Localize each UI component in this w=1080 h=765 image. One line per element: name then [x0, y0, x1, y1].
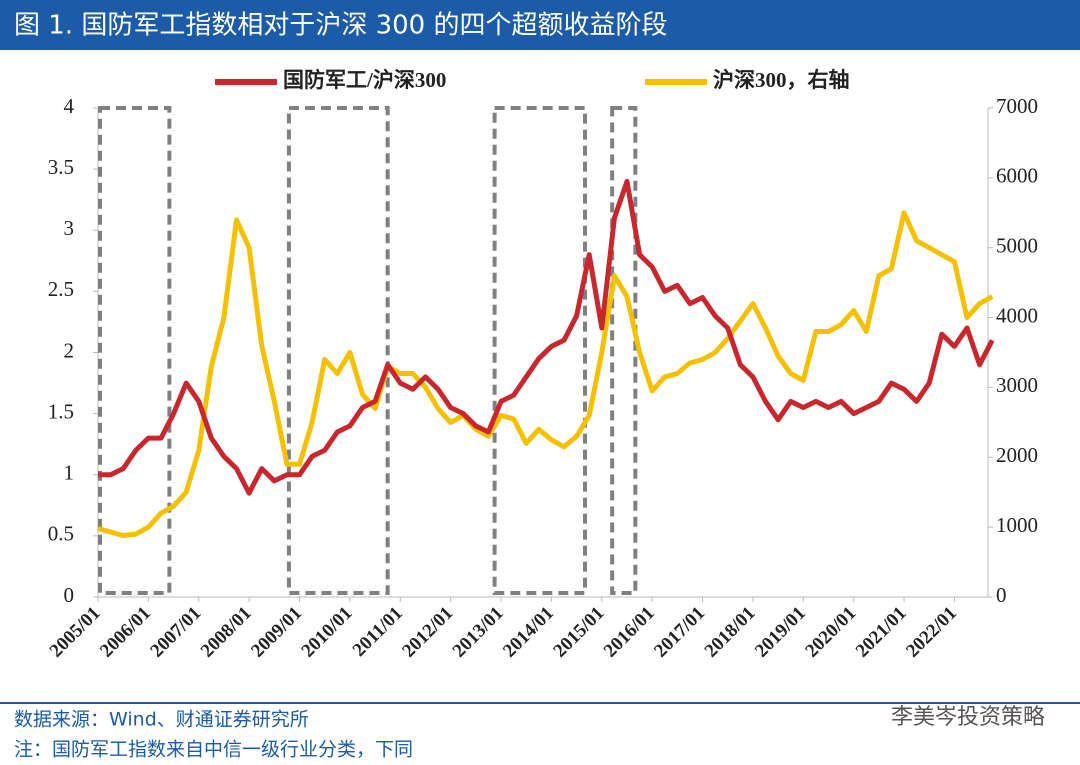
y-tick-label: 2.5 — [48, 277, 74, 301]
y2-tick-label: 5000 — [996, 234, 1038, 258]
x-tick-label: 2020/01 — [801, 603, 860, 662]
x-tick-label: 2012/01 — [398, 603, 457, 662]
y-tick-label: 4 — [64, 94, 75, 118]
y-tick-label: 3 — [64, 216, 75, 240]
highlight-period — [286, 106, 390, 595]
y-tick-label: 1 — [64, 461, 75, 485]
note: 注：国防军工指数来自中信一级行业分类，下同 — [14, 739, 413, 761]
highlight-period — [610, 106, 638, 595]
y-tick-label: 1.5 — [48, 399, 74, 423]
source: 数据来源：Wind、财通证券研究所 — [14, 709, 309, 731]
y2-tick-label: 4000 — [996, 303, 1038, 327]
x-tick-label: 2021/01 — [852, 603, 911, 662]
highlight-period — [492, 106, 587, 595]
legend-label: 沪深300，右轴 — [713, 68, 850, 92]
x-tick-label: 2022/01 — [902, 603, 961, 662]
x-tick-label: 2015/01 — [550, 603, 609, 662]
watermark: 李美岑投资策略 — [891, 705, 1045, 730]
highlight-period — [98, 106, 172, 595]
x-tick-label: 2006/01 — [96, 603, 155, 662]
y2-tick-label: 2000 — [996, 443, 1038, 467]
y2-tick-label: 3000 — [996, 373, 1038, 397]
y2-tick-label: 6000 — [996, 164, 1038, 188]
series-line — [98, 178, 995, 496]
x-tick-label: 2009/01 — [247, 603, 306, 662]
x-tick-label: 2008/01 — [197, 603, 256, 662]
y-tick-label: 2 — [64, 338, 75, 362]
y-tick-label: 0.5 — [48, 522, 74, 546]
y2-tick-label: 0 — [996, 583, 1007, 607]
x-tick-label: 2019/01 — [751, 603, 810, 662]
legend-label: 国防军工/沪深300 — [283, 68, 446, 92]
y2-tick-label: 7000 — [996, 94, 1038, 118]
x-tick-label: 2005/01 — [46, 603, 105, 662]
chart-title: 图 1. 国防军工指数相对于沪深 300 的四个超额收益阶段 — [14, 11, 668, 41]
x-tick-label: 2007/01 — [146, 603, 205, 662]
x-tick-label: 2018/01 — [701, 603, 760, 662]
y-tick-label: 3.5 — [48, 155, 74, 179]
x-tick-label: 2016/01 — [600, 603, 659, 662]
x-tick-label: 2014/01 — [499, 603, 558, 662]
title-bar — [0, 0, 1080, 50]
x-tick-label: 2013/01 — [449, 603, 508, 662]
y2-tick-label: 1000 — [996, 513, 1038, 537]
series-line — [97, 210, 994, 538]
y-tick-label: 0 — [64, 583, 75, 607]
x-tick-label: 2017/01 — [650, 603, 709, 662]
x-tick-label: 2011/01 — [349, 603, 407, 661]
x-tick-label: 2010/01 — [298, 603, 357, 662]
